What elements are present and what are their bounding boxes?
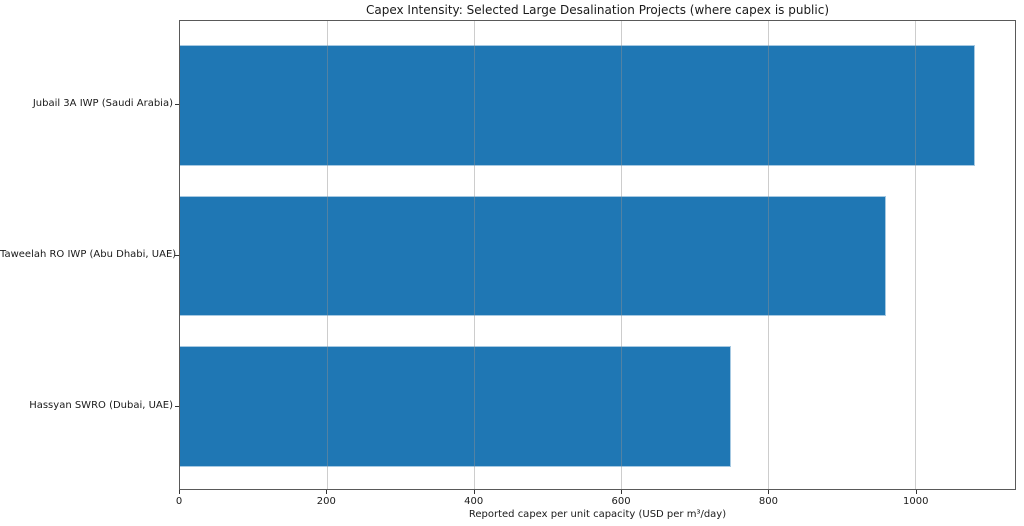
bar	[180, 346, 731, 467]
y-tick	[175, 255, 179, 256]
x-tick	[473, 490, 475, 494]
gridline	[915, 21, 917, 489]
y-tick-label: Hassyan SWRO (Dubai, UAE)	[29, 399, 173, 411]
gridline	[474, 21, 475, 489]
gridline	[621, 21, 623, 489]
x-axis-label: Reported capex per unit capacity (USD pe…	[468, 509, 727, 520]
chart-title: Capex Intensity: Selected Large Desalina…	[365, 3, 830, 17]
y-tick	[175, 405, 179, 407]
y-tick-label: Jubail 3A IWP (Saudi Arabia)	[32, 98, 173, 110]
x-tick-label: 800	[758, 496, 778, 507]
x-tick	[621, 490, 623, 494]
plot-area	[179, 20, 1016, 490]
x-tick	[768, 490, 770, 494]
gridline	[768, 21, 770, 489]
x-tick-label: 600	[611, 496, 631, 507]
x-tick-label: 0	[175, 496, 183, 507]
y-tick	[175, 104, 179, 106]
x-tick	[179, 490, 180, 494]
x-tick-label: 200	[316, 496, 336, 507]
gridline	[327, 21, 328, 489]
x-tick-label: 1000	[903, 496, 929, 507]
x-tick	[915, 490, 917, 494]
x-tick-label: 400	[464, 496, 484, 507]
bar	[180, 45, 976, 166]
bar	[180, 195, 886, 317]
y-tick-label: Taweelah RO IWP (Abu Dhabi, UAE)	[0, 249, 177, 260]
x-tick	[326, 490, 328, 494]
